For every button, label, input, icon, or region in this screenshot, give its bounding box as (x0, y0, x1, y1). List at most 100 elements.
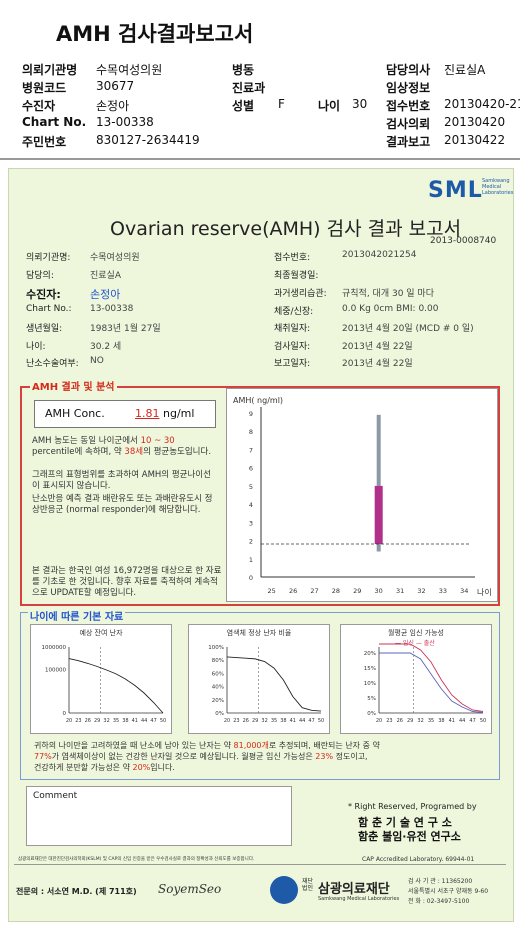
field-value: 2013년 4월 20일 (MCD # 0 일) (342, 324, 474, 334)
remaining-eggs-chart: 예상 잔여 난자 0 100000 1000000 20 23 26 29 32 35 38 41 44… (30, 624, 172, 734)
mini-y-tick: 20% (212, 698, 224, 704)
header-value: 20130420 (444, 115, 506, 129)
y-axis-label: AMH( ng/ml) (233, 396, 283, 405)
report-number: 2013-0008740 (430, 236, 497, 246)
mini-y-tick: 5% (367, 696, 376, 702)
field-label: 나이: (26, 342, 46, 352)
x-tick-label: 27 (310, 587, 318, 595)
header-label: 수진자 (22, 99, 56, 113)
x-tick-label: 29 (353, 587, 361, 595)
field-value: NO (90, 356, 104, 366)
header-label: 병동 (232, 63, 255, 77)
field-value: 0.0 Kg 0cm BMI: 0.00 (342, 304, 439, 314)
field-value: 13-00338 (90, 304, 134, 314)
x-tick-label: 31 (396, 587, 404, 595)
mini-x-tick: 38 (280, 718, 286, 724)
mini-x-tick: 32 (103, 718, 109, 724)
y-tick-label: 8 (249, 428, 253, 436)
contact-phone: 전 화 : 02-3497-5100 (408, 898, 470, 905)
range-bar-lower (376, 544, 381, 552)
contact-code: 검 사 기 관 : 11365200 (408, 878, 473, 885)
mini-x-tick: 20 (224, 718, 230, 724)
mini-chart-title: 월평균 임신 가능성 (388, 628, 444, 637)
header-label: Chart No. (22, 115, 87, 129)
y-tick-label: 2 (249, 538, 253, 546)
signature: SoyemSeo (158, 882, 222, 896)
y-tick-label: 3 (249, 519, 253, 527)
lab-name-2: 함춘 불임·유전 연구소 (358, 830, 461, 843)
mini-x-tick: 38 (438, 718, 444, 724)
header-label: 진료과 (232, 81, 266, 95)
field-label: 난소수술여부: (26, 359, 79, 369)
mini-x-tick: 32 (417, 718, 423, 724)
specialist-name: 전문의 : 서소연 M.D. (제 711호) (16, 887, 137, 896)
field-value: 진료실A (90, 271, 121, 281)
mini-x-tick: 26 (397, 718, 403, 724)
header-value: F (278, 97, 285, 111)
mini-legend: — 임신 — 출산 (395, 639, 435, 647)
mini-y-tick: 0 (63, 711, 67, 717)
y-tick-label: 5 (249, 483, 253, 491)
amh-conc-value: 1.81 (135, 407, 160, 420)
y-tick-label: 1 (249, 556, 253, 564)
mini-x-tick: 50 (160, 718, 166, 724)
foundation-name: 삼광의료재단 (318, 882, 390, 897)
footer-divider (14, 864, 506, 865)
header-label: 임상정보 (386, 81, 431, 95)
y-tick-label: 4 (249, 501, 253, 509)
mini-x-tick: 29 (407, 718, 413, 724)
y-tick-label: 7 (249, 446, 253, 454)
header-section: AMH 검사결과보고서 (0, 0, 520, 160)
field-value: 수목여성의원 (90, 253, 140, 263)
age-data-box (20, 612, 500, 780)
mini-x-tick: 41 (449, 718, 455, 724)
field-value: 1983년 1월 27일 (90, 324, 161, 334)
field-label: 보고일자: (274, 359, 311, 369)
header-label: 병원코드 (22, 81, 67, 95)
header-label: 검사의뢰 (386, 117, 431, 131)
x-axis-label: 나이 (477, 587, 492, 597)
series-line (379, 652, 484, 713)
x-tick-label: 34 (460, 587, 468, 595)
x-tick-label: 30 (375, 587, 383, 595)
mini-x-tick: 35 (271, 718, 277, 724)
header-label: 주민번호 (22, 135, 67, 149)
field-label: Chart No.: (26, 304, 72, 314)
foundation-english: Samkwang Medical Laboratories (318, 896, 400, 902)
header-value: 830127-2634419 (96, 133, 200, 147)
amh-range-note: 그래프의 표형범위를 초과하여 AMH의 평균나이선이 표시되지 않습니다. (32, 470, 211, 491)
mini-y-tick: 0% (215, 711, 224, 717)
mini-y-tick: 60% (212, 671, 224, 677)
mini-x-tick: 44 (459, 718, 465, 724)
cap-accreditation: CAP Accredited Laboratory. 69944-01 (362, 856, 475, 863)
mini-x-tick: 44 (299, 718, 305, 724)
field-label: 검사일자: (274, 342, 311, 352)
mini-x-tick: 23 (233, 718, 239, 724)
header-label: 성별 (232, 99, 255, 113)
fine-print: 삼광의료재단은 대한진단검사의학회(KSLM) 및 CAP의 신임 인증을 받은… (18, 857, 255, 862)
page-title: AMH 검사결과보고서 (56, 22, 254, 46)
mini-x-tick: 35 (428, 718, 434, 724)
field-value: 2013년 4월 22일 (342, 342, 413, 352)
amh-conc-box: AMH Conc. 1.81 ng/ml (34, 400, 216, 428)
normal-egg-ratio-chart: 염색체 정상 난자 비율 0% 20% 40% 60% 80% 100% 20 23 26 29 32… (188, 624, 330, 734)
mini-x-tick: 32 (261, 718, 267, 724)
header-value: 30 (352, 97, 368, 111)
x-tick-label: 28 (332, 587, 340, 595)
header-label: 담당의사 (386, 63, 431, 77)
mini-x-tick: 41 (132, 718, 138, 724)
mini-y-tick: 100000 (45, 667, 66, 673)
amh-source-note: 본 결과는 한국인 여성 16,972명을 대상으로 한 자료를 기초로 한 것… (32, 566, 222, 598)
mini-y-tick: 80% (212, 658, 224, 664)
mini-x-tick: 23 (386, 718, 392, 724)
contact-address: 서울특별시 서초구 양재동 9-60 (408, 888, 489, 895)
range-bar-middle (374, 485, 383, 545)
field-label: 수진자: (26, 288, 61, 301)
mini-x-tick: 26 (85, 718, 91, 724)
mini-y-tick: 1000000 (42, 645, 67, 651)
field-value: 규칙적, 대개 30 일 마다 (342, 289, 434, 299)
field-value: 30.2 세 (90, 342, 122, 352)
field-label: 과거생리습관: (274, 289, 327, 299)
mini-chart-title: 예상 잔여 난자 (79, 628, 123, 637)
mini-x-tick: 47 (469, 718, 475, 724)
